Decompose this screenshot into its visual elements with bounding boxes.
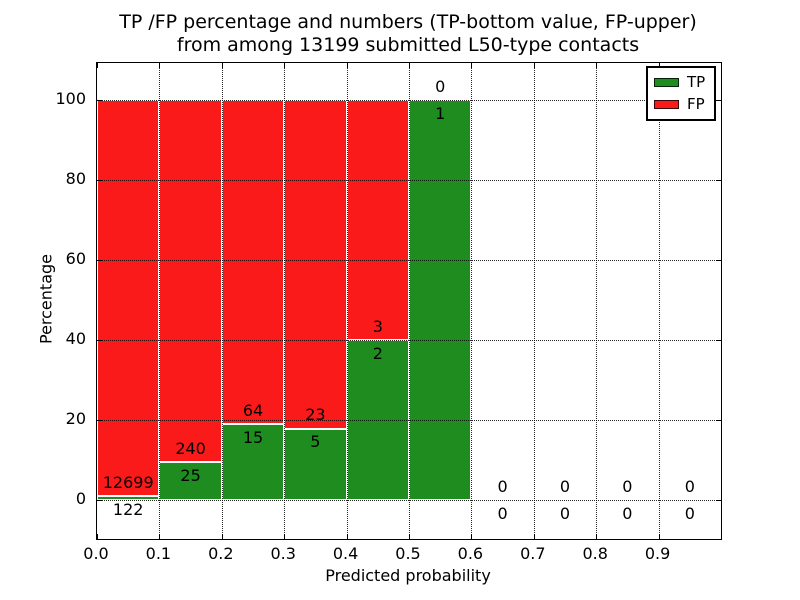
chart-title-line1: TP /FP percentage and numbers (TP-bottom… <box>119 11 697 33</box>
bar-label-tp: 1 <box>435 103 446 123</box>
y-tick-label: 0 <box>75 489 86 508</box>
plot-area: TP FP 12699 122 240 25 64 15 23 5 3 2 0 1 0 0 0 0 0 0 0 0 <box>96 62 722 540</box>
x-tick-label: 0.4 <box>332 544 359 563</box>
bar-segment-fp <box>97 100 160 497</box>
tp-swatch-icon <box>654 78 679 87</box>
gridline-vertical <box>346 63 348 539</box>
x-tick-mark <box>409 63 410 68</box>
y-tick-mark <box>97 260 102 261</box>
x-tick-label: 0.2 <box>208 544 234 563</box>
y-tick-mark <box>97 100 102 101</box>
bar-segment-tp <box>409 100 472 500</box>
x-tick-mark <box>346 63 348 68</box>
bar-label-fp: 0 <box>435 76 446 96</box>
legend-label: FP <box>687 95 705 113</box>
y-tick-label: 40 <box>65 329 86 348</box>
bar-label-tp: 15 <box>242 427 264 447</box>
bar-label-tp: 0 <box>559 503 571 523</box>
bar-segment-tp <box>159 462 222 500</box>
x-tick-mark <box>284 534 286 539</box>
gridline-vertical <box>596 63 598 539</box>
bar-segment-tp <box>284 428 347 500</box>
bar-segment-fp <box>346 100 409 340</box>
x-tick-mark <box>471 534 473 539</box>
x-axis-label: Predicted probability <box>325 566 491 585</box>
x-tick-mark <box>221 63 223 68</box>
y-tick-mark <box>716 100 721 101</box>
y-tick-label: 100 <box>55 89 86 108</box>
x-tick-label: 0.1 <box>145 544 172 563</box>
x-tick-mark <box>533 63 535 68</box>
bar-segment-fp <box>221 100 285 425</box>
gridline-vertical <box>658 63 660 539</box>
legend-entry: FP <box>654 97 708 112</box>
x-tick-label: 0.6 <box>457 544 484 563</box>
x-tick-mark <box>533 534 535 539</box>
x-tick-label: 0.3 <box>270 544 296 563</box>
bar-label-fp: 23 <box>305 405 326 425</box>
bar-label-fp: 0 <box>622 476 633 496</box>
x-tick-label: 0.5 <box>395 544 421 563</box>
bar-label-fp: 12699 <box>102 472 154 492</box>
bar-label-fp: 0 <box>559 476 571 496</box>
x-tick-mark <box>409 534 410 539</box>
gridline-vertical <box>409 63 410 539</box>
legend-label: TP <box>687 73 706 91</box>
x-tick-mark <box>471 63 473 68</box>
x-tick-mark <box>97 63 98 68</box>
y-tick-mark <box>97 420 102 421</box>
bar-label-fp: 240 <box>175 439 206 459</box>
bar-label-tp: 2 <box>372 343 383 363</box>
bar-label-fp: 0 <box>684 476 695 496</box>
chart-title-line2: from among 13199 submitted L50-type cont… <box>176 34 640 56</box>
bar-segment-fp <box>284 100 347 429</box>
y-tick-mark <box>716 420 721 421</box>
bar-label-tp: 122 <box>112 499 144 519</box>
x-tick-mark <box>346 534 348 539</box>
bar-label-fp: 3 <box>372 316 383 336</box>
gridline-vertical <box>284 63 286 539</box>
x-tick-mark <box>97 534 98 539</box>
y-tick-label: 80 <box>65 169 86 188</box>
fp-swatch-icon <box>654 100 679 109</box>
x-tick-mark <box>284 63 286 68</box>
bar-label-fp: 0 <box>497 476 508 496</box>
y-tick-mark <box>716 340 721 341</box>
gridline-vertical <box>533 63 535 539</box>
y-tick-mark <box>716 500 721 501</box>
x-tick-mark <box>596 63 598 68</box>
x-tick-label: 0.9 <box>644 544 671 563</box>
bar-label-tp: 0 <box>684 503 695 523</box>
bar-segment-fp <box>159 100 222 463</box>
bar-label-tp: 0 <box>622 503 633 523</box>
x-tick-label: 0.7 <box>520 544 546 563</box>
bar-label-fp: 64 <box>242 400 264 420</box>
y-tick-mark <box>716 180 721 181</box>
y-tick-label: 60 <box>65 249 86 268</box>
y-tick-mark <box>97 500 102 501</box>
x-tick-label: 0.8 <box>582 544 608 563</box>
y-tick-mark <box>97 340 102 341</box>
y-tick-mark <box>97 180 102 181</box>
x-tick-mark <box>159 534 161 539</box>
bar-label-tp: 0 <box>497 503 508 523</box>
legend-entry: TP <box>654 75 708 90</box>
x-tick-mark <box>596 534 598 539</box>
y-tick-mark <box>716 260 721 261</box>
gridline-vertical <box>159 63 161 539</box>
gridline-vertical <box>471 63 473 539</box>
x-tick-mark <box>221 534 223 539</box>
legend: TP FP <box>646 66 716 121</box>
x-tick-mark <box>658 63 660 68</box>
bar-segment-tp <box>97 496 160 500</box>
x-tick-label: 0.0 <box>83 544 109 563</box>
x-tick-mark <box>159 63 161 68</box>
x-tick-mark <box>658 534 660 539</box>
y-tick-label: 20 <box>65 409 86 428</box>
bar-label-tp: 25 <box>180 465 201 485</box>
bar-label-tp: 5 <box>310 432 321 452</box>
gridline-vertical <box>221 63 223 539</box>
